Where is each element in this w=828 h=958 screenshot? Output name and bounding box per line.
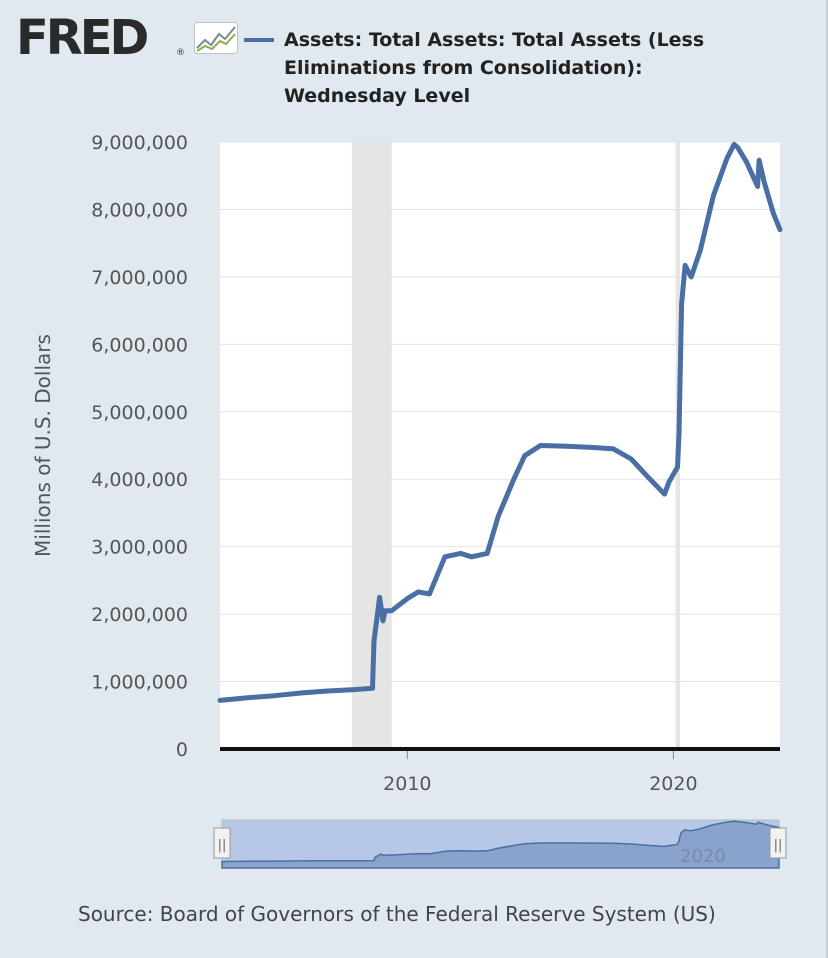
y-tick-label: 4,000,000 <box>91 469 188 491</box>
y-tick-label: 3,000,000 <box>91 537 188 559</box>
x-tick-label: 2020 <box>649 773 697 795</box>
handle-grip: || <box>218 838 227 853</box>
range-navigator: 2020 || || <box>213 819 787 869</box>
y-tick-label: 6,000,000 <box>91 334 188 356</box>
registered-mark: ® <box>176 48 185 58</box>
y-tick-label: 1,000,000 <box>91 672 188 694</box>
navigator-series <box>221 820 780 869</box>
x-axis-ticks: 2010 2020 <box>383 751 698 795</box>
fred-logo[interactable]: FRED ® <box>16 10 238 66</box>
y-tick-label: 5,000,000 <box>91 402 188 424</box>
y-tick-label: 2,000,000 <box>91 604 188 626</box>
y-tick-label: 8,000,000 <box>91 199 188 221</box>
legend-label: Assets: Total Assets: Total Assets (Less… <box>284 29 705 107</box>
line-chart-icon <box>194 22 238 54</box>
window-edge <box>826 0 828 958</box>
y-tick-label: 7,000,000 <box>91 267 188 289</box>
y-tick-label: 0 <box>176 739 188 761</box>
y-axis-label: Millions of U.S. Dollars <box>31 334 55 557</box>
source-note: Source: Board of Governors of the Federa… <box>78 902 716 926</box>
handle-grip: || <box>774 838 783 853</box>
navigator-handle-left[interactable]: || <box>213 827 231 859</box>
recession-shading <box>220 142 780 749</box>
handle-box <box>769 827 787 859</box>
logo-text: FRED <box>16 10 149 66</box>
plot-area <box>220 142 780 749</box>
chart: 0 1,000,000 2,000,000 3,000,000 4,000,000 5,0… <box>31 132 787 869</box>
navigator-tick-label: 2020 <box>680 846 726 867</box>
series-layer <box>217 141 783 703</box>
handle-box <box>213 827 231 859</box>
y-axis-label-group: Millions of U.S. Dollars <box>31 334 55 557</box>
navigator-handle-right[interactable]: || <box>769 827 787 859</box>
gridlines <box>220 141 780 751</box>
y-axis-ticks: 0 1,000,000 2,000,000 3,000,000 4,000,000 5,0… <box>91 132 188 761</box>
y-tick-label: 9,000,000 <box>91 132 188 154</box>
x-tick-label: 2010 <box>383 773 431 795</box>
legend-swatch <box>244 38 274 42</box>
series-line-total-assets <box>217 141 783 703</box>
